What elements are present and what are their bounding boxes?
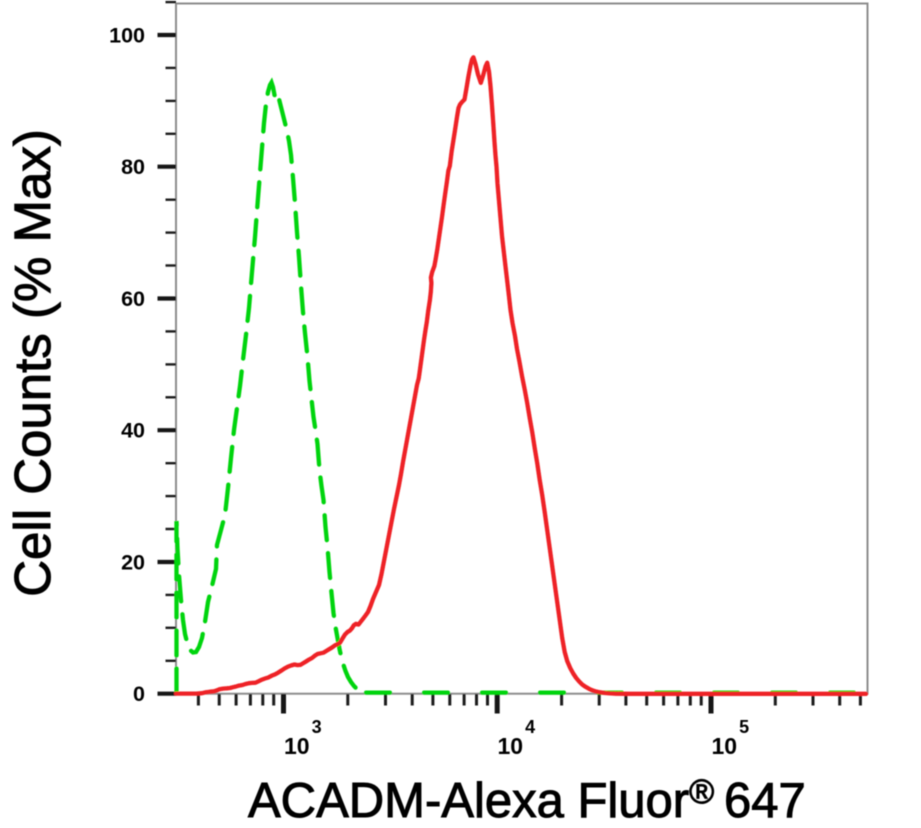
svg-text:20: 20: [121, 551, 145, 575]
svg-text:80: 80: [121, 155, 145, 179]
svg-text:100: 100: [109, 24, 145, 48]
svg-text:60: 60: [121, 287, 145, 311]
svg-text:ACADM-Alexa Fluor® 647: ACADM-Alexa Fluor® 647: [248, 773, 806, 828]
svg-text:0: 0: [133, 682, 145, 706]
svg-text:Cell Counts (% Max): Cell Counts (% Max): [4, 129, 61, 597]
svg-text:40: 40: [121, 419, 145, 443]
